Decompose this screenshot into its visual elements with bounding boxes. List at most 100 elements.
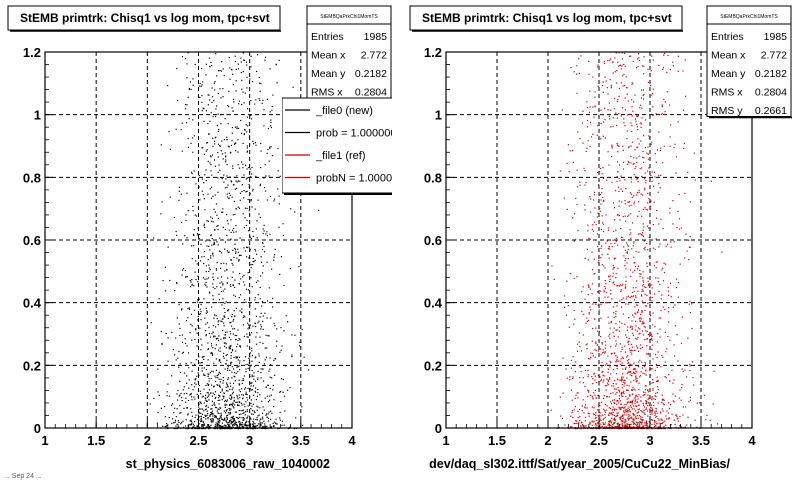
data-point <box>275 418 277 420</box>
data-point <box>200 304 202 306</box>
data-point <box>256 405 258 407</box>
data-point <box>604 280 606 282</box>
data-point <box>206 220 208 222</box>
data-point <box>637 304 639 306</box>
data-point <box>627 362 629 364</box>
data-point <box>205 307 207 309</box>
data-point <box>238 413 241 416</box>
data-point <box>630 122 632 124</box>
data-point <box>194 271 196 273</box>
data-point <box>211 220 213 222</box>
data-point <box>229 284 232 286</box>
data-point <box>235 357 237 359</box>
data-point <box>686 424 688 426</box>
data-point <box>630 401 632 403</box>
data-point <box>626 410 629 412</box>
data-point <box>200 419 202 421</box>
data-point <box>663 399 665 401</box>
data-point <box>613 219 616 221</box>
data-point <box>221 281 223 283</box>
data-point <box>216 75 218 77</box>
data-point <box>627 114 629 116</box>
data-point <box>197 275 199 277</box>
data-point <box>178 323 180 325</box>
data-point <box>601 366 603 368</box>
data-point <box>610 87 612 89</box>
data-point <box>178 186 181 188</box>
data-point <box>184 342 187 345</box>
data-point <box>269 111 271 113</box>
data-point <box>680 342 683 344</box>
data-point <box>716 423 719 425</box>
data-point <box>636 330 638 332</box>
data-point <box>191 411 193 413</box>
data-point <box>273 399 275 401</box>
data-point <box>591 224 594 226</box>
data-point <box>619 407 621 409</box>
data-point <box>632 60 634 62</box>
data-point <box>627 341 629 343</box>
data-point <box>594 365 596 367</box>
data-point <box>602 223 605 225</box>
data-point <box>626 398 628 400</box>
data-point <box>587 320 589 322</box>
data-point <box>627 411 629 413</box>
data-point <box>639 168 641 170</box>
data-point <box>201 424 203 426</box>
data-point <box>205 330 207 332</box>
data-point <box>616 423 618 425</box>
data-point <box>257 415 259 417</box>
data-point <box>648 421 650 423</box>
data-point <box>670 246 672 248</box>
data-point <box>618 214 620 217</box>
data-point <box>194 421 196 423</box>
data-point <box>207 104 209 106</box>
data-point <box>249 382 251 384</box>
data-point <box>238 259 240 261</box>
data-point <box>212 298 214 300</box>
data-point <box>220 320 222 322</box>
stats-value: 2.772 <box>761 50 787 62</box>
data-point <box>597 245 599 248</box>
data-point <box>652 114 654 116</box>
data-point <box>252 188 254 190</box>
data-point <box>191 279 193 281</box>
data-point <box>561 417 564 420</box>
data-point <box>248 362 250 364</box>
data-point <box>229 78 231 80</box>
data-point <box>245 288 248 290</box>
data-point <box>621 52 623 54</box>
data-point <box>608 276 610 278</box>
data-point <box>251 375 253 378</box>
data-point <box>231 107 233 109</box>
data-point <box>635 395 637 397</box>
data-point <box>588 285 590 287</box>
data-point <box>634 400 636 402</box>
data-point <box>219 169 221 172</box>
data-point <box>280 349 282 351</box>
data-point <box>641 107 643 109</box>
data-point <box>618 330 621 332</box>
data-point <box>657 380 659 382</box>
data-point <box>620 290 622 292</box>
data-point <box>626 138 628 140</box>
data-point <box>565 314 568 316</box>
data-point <box>675 156 678 158</box>
data-point <box>217 191 219 193</box>
data-point <box>650 404 653 406</box>
data-point <box>633 299 636 301</box>
data-point <box>232 402 234 404</box>
data-point <box>199 85 201 87</box>
data-point <box>628 201 631 203</box>
data-point <box>276 82 278 84</box>
data-point <box>574 422 576 425</box>
data-point <box>633 423 635 426</box>
data-point <box>627 423 629 426</box>
data-point <box>245 391 247 393</box>
data-point <box>260 371 262 374</box>
data-point <box>192 84 194 86</box>
data-point <box>236 181 238 183</box>
data-point <box>577 230 579 232</box>
data-point <box>167 85 169 87</box>
data-point <box>643 65 645 67</box>
